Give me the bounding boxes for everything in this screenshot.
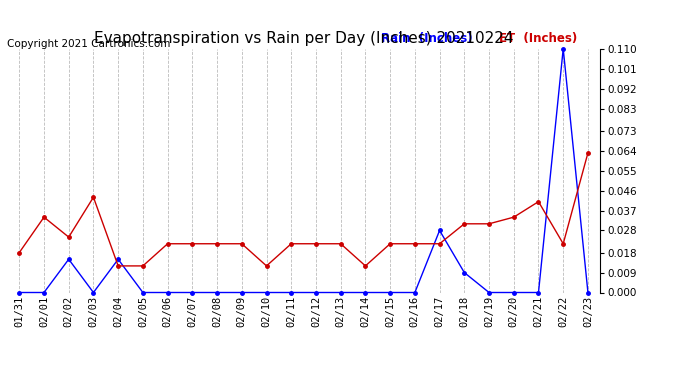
Text: Copyright 2021 Cartronics.com: Copyright 2021 Cartronics.com	[7, 39, 170, 49]
Text: Rain  (Inches): Rain (Inches)	[381, 32, 473, 45]
Text: ET  (Inches): ET (Inches)	[500, 32, 578, 45]
Title: Evapotranspiration vs Rain per Day (Inches) 20210224: Evapotranspiration vs Rain per Day (Inch…	[94, 31, 513, 46]
